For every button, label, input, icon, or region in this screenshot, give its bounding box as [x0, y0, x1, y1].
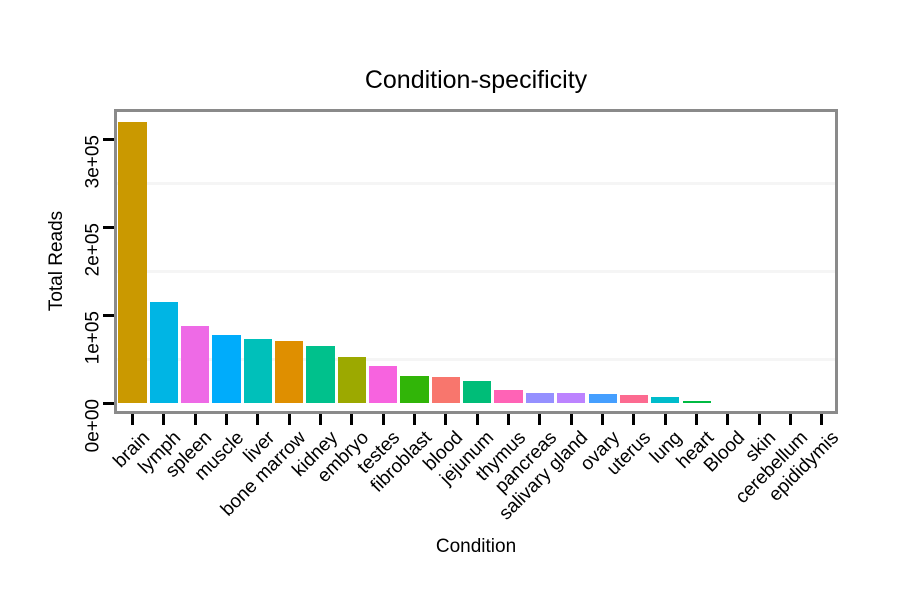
y-axis-tick-label: 2e+05 — [82, 223, 103, 277]
x-axis-tick — [507, 414, 511, 425]
chart-title: Condition-specificity — [364, 66, 588, 94]
x-axis-tick — [413, 414, 417, 425]
bar-thymus — [494, 389, 523, 403]
minor-gridline — [117, 181, 835, 185]
bar-salivary-gland — [557, 393, 586, 403]
y-axis-tick — [103, 137, 114, 141]
bar-testes — [369, 366, 398, 403]
x-axis-tick — [726, 414, 730, 425]
bar-liver — [243, 338, 272, 403]
bar-muscle — [212, 334, 241, 403]
x-axis-tick — [632, 414, 636, 425]
y-axis-tick — [103, 225, 114, 229]
bar-pancreas — [525, 392, 554, 403]
bar-jejunum — [463, 381, 492, 403]
x-axis-tick — [695, 414, 699, 425]
x-axis-tick — [287, 414, 291, 425]
x-axis-tick — [131, 414, 134, 425]
x-axis-tick — [162, 414, 166, 425]
bar-lymph — [149, 301, 178, 403]
y-axis-title: Total Reads — [46, 210, 67, 312]
x-axis-tick — [757, 414, 761, 425]
x-axis-tick — [193, 414, 197, 425]
minor-gridline — [117, 357, 835, 361]
x-axis-tick — [225, 414, 229, 425]
x-axis-tick — [350, 414, 354, 425]
y-axis-tick-label: 0e+00 — [82, 399, 103, 453]
x-axis-tick — [820, 414, 824, 425]
x-axis-tick — [319, 414, 323, 425]
bar-embryo — [337, 356, 366, 403]
bar-uterus — [619, 395, 649, 403]
bar-brain — [118, 122, 147, 403]
x-axis-title: Condition — [435, 536, 517, 557]
y-axis-tick-label: 1e+05 — [82, 311, 103, 365]
x-axis-tick — [601, 414, 605, 425]
y-axis-tick-label: 3e+05 — [82, 135, 103, 189]
y-axis-tick — [103, 401, 114, 405]
x-axis-tick — [381, 414, 385, 425]
x-axis-tick — [789, 414, 793, 425]
bar-blood — [431, 376, 460, 403]
minor-gridline — [117, 269, 835, 273]
bar-ovary — [588, 394, 617, 403]
y-axis-tick — [103, 313, 114, 317]
bar-lung — [651, 396, 680, 403]
x-axis-tick — [256, 414, 260, 425]
bar-fibroblast — [400, 375, 429, 403]
x-axis-tick — [569, 414, 573, 425]
x-axis-tick — [538, 414, 542, 425]
bar-kidney — [306, 345, 335, 403]
x-axis-tick — [444, 414, 448, 425]
bar-bone-marrow — [275, 340, 304, 403]
x-axis-tick — [475, 414, 479, 425]
bar-spleen — [181, 326, 210, 403]
x-axis-tick — [663, 414, 667, 425]
bar-heart — [682, 400, 711, 403]
